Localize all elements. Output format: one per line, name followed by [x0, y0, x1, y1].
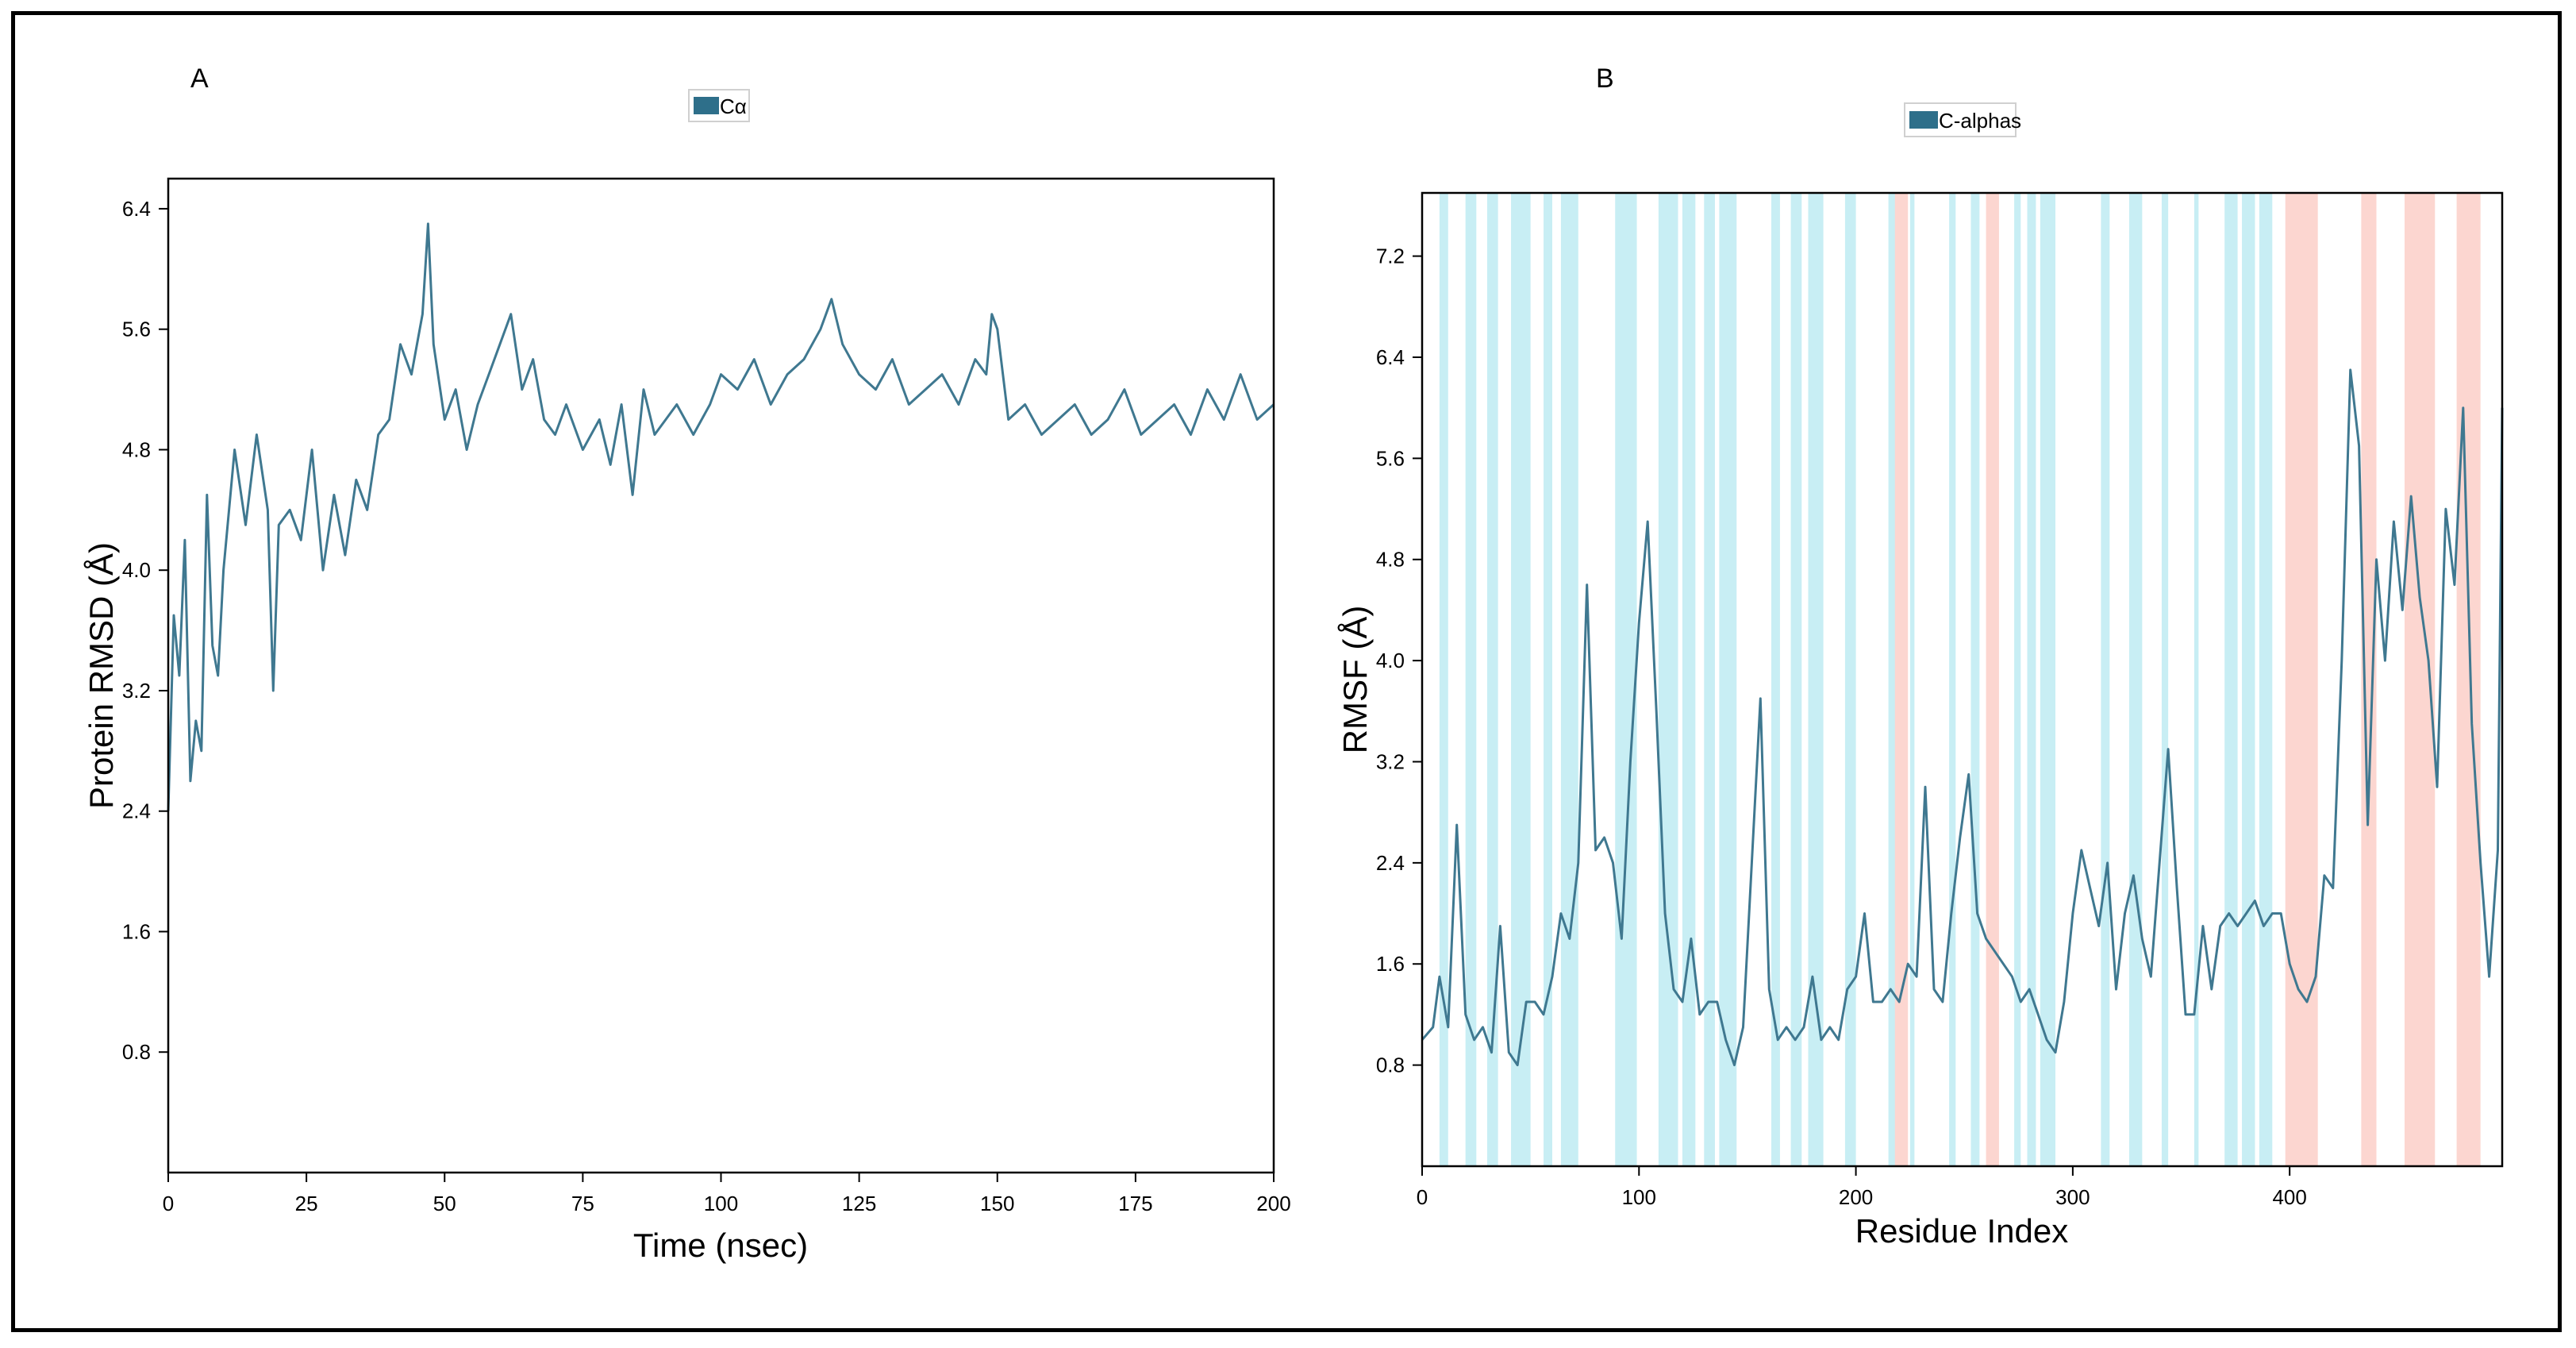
- panel-b-y-tick-label: 4.0: [1376, 649, 1405, 672]
- panel-b-y-tick-label: 2.4: [1376, 851, 1405, 875]
- panel-b-helix-band: [2027, 193, 2036, 1166]
- panel-b-helix-band: [1790, 193, 1802, 1166]
- panel-b-x-axis-title: Residue Index: [1855, 1212, 2069, 1250]
- panel-b-x-tick-label: 200: [1839, 1185, 1873, 1209]
- panel-b-strand-band: [1986, 193, 1999, 1166]
- panel-b-helix-band: [1719, 193, 1737, 1166]
- panel-b-x-axis: 0 100 200 300 400: [1417, 1166, 2307, 1209]
- panel-a-x-tick-label: 175: [1118, 1192, 1152, 1215]
- panel-b-helix-band: [2101, 193, 2110, 1166]
- panel-a-legend-swatch: [694, 97, 719, 114]
- panel-a-plot-frame: [167, 177, 1275, 1174]
- figure-frame: [11, 11, 2562, 1332]
- panel-b-helix-band: [1615, 193, 1637, 1166]
- panel-a-y-tick-label: 0.8: [122, 1040, 151, 1064]
- panel-b-series-line: [1421, 368, 2504, 1067]
- panel-b-helix-band: [1970, 193, 1980, 1166]
- panel-b-helix-band: [2040, 193, 2056, 1166]
- panel-a-label: A: [190, 64, 209, 94]
- panel-b-y-axis-title: RMSF (Å): [1336, 606, 1374, 754]
- panel-b-helix-band: [1949, 193, 1956, 1166]
- panel-b-x-tick-label: 100: [1622, 1185, 1656, 1209]
- panel-a-legend: Cα: [688, 89, 750, 122]
- panel-b-helix-band: [2259, 193, 2273, 1166]
- panel-b-helix-band: [2193, 193, 2199, 1166]
- panel-b-y-axis: 0.8 1.6 2.4 3.2 4.0 4.8 5.6 6.4 7.2: [1376, 245, 1422, 1077]
- panel-a: A Cα 0.8 1.6 2.4 3.2 4.0 4.8 5.6 6.4 0 25 50 75 100…: [83, 64, 1291, 1264]
- panel-a-y-tick-label: 3.2: [122, 679, 151, 703]
- panel-b-y-tick-label: 6.4: [1376, 345, 1405, 369]
- panel-a-x-axis-title: Time (nsec): [633, 1227, 808, 1264]
- panel-b-helix-band: [1808, 193, 1824, 1166]
- panel-b-helix-band: [2161, 193, 2169, 1166]
- panel-b-y-tick-label: 7.2: [1376, 245, 1405, 268]
- panel-b-y-tick-label: 5.6: [1376, 446, 1405, 470]
- panel-a-x-tick-label: 150: [980, 1192, 1014, 1215]
- panel-b-helix-band: [2242, 193, 2255, 1166]
- panel-b-helix-band: [1544, 193, 1552, 1166]
- panel-b-strand-band: [2285, 193, 2318, 1166]
- panel-a-x-axis: 0 25 50 75 100 125 150 175 200: [163, 1173, 1291, 1215]
- panel-a-x-tick-label: 25: [295, 1192, 318, 1215]
- panel-b-legend-swatch: [1909, 111, 1938, 129]
- panel-a-x-tick-label: 75: [571, 1192, 594, 1215]
- panel-a-y-tick-label: 2.4: [122, 799, 151, 823]
- panel-b-series: [1421, 368, 2504, 1067]
- panel-b-helix-band: [1560, 193, 1578, 1166]
- panel-b-y-tick-label: 4.8: [1376, 548, 1405, 572]
- panel-b: B C-alphas 0.8 1.6 2.4 3.2 4.0 4.8 5.6 6.4 7.2 0…: [1336, 64, 2504, 1250]
- panel-b-helix-band: [1658, 193, 1678, 1166]
- panel-b-helix-band: [1439, 193, 1448, 1166]
- panel-b-strand-band: [2456, 193, 2481, 1166]
- panel-a-x-tick-label: 100: [704, 1192, 738, 1215]
- panel-a-y-tick-label: 4.8: [122, 437, 151, 461]
- panel-b-strand-band: [1894, 193, 1909, 1166]
- panel-b-label: B: [1596, 64, 1614, 94]
- panel-a-y-axis-title: Protein RMSD (Å): [83, 542, 120, 809]
- panel-b-helix-band: [1486, 193, 1498, 1166]
- panel-b-x-tick-label: 0: [1417, 1185, 1428, 1209]
- panel-b-strand-band: [2361, 193, 2377, 1166]
- panel-b-helix-band: [1511, 193, 1531, 1166]
- panel-a-series: [167, 222, 1275, 811]
- panel-a-y-tick-label: 6.4: [122, 197, 151, 221]
- panel-b-helix-band: [1909, 193, 1915, 1166]
- panel-b-x-tick-label: 300: [2055, 1185, 2090, 1209]
- panel-b-helix-band: [2128, 193, 2143, 1166]
- panel-a-x-tick-label: 200: [1256, 1192, 1290, 1215]
- panel-b-helix-band: [1704, 193, 1715, 1166]
- panel-b-helix-band: [2014, 193, 2021, 1166]
- panel-a-y-tick-label: 1.6: [122, 919, 151, 943]
- panel-a-y-tick-label: 5.6: [122, 318, 151, 341]
- panel-b-y-tick-label: 3.2: [1376, 749, 1405, 773]
- panel-b-helix-band: [1465, 193, 1477, 1166]
- panel-b-plot-frame: [1421, 191, 2504, 1168]
- panel-b-legend: C-alphas: [1904, 102, 2021, 137]
- panel-b-helix-band: [2224, 193, 2238, 1166]
- panel-b-y-tick-label: 0.8: [1376, 1053, 1405, 1077]
- panel-b-helix-band: [1771, 193, 1780, 1166]
- panel-a-y-tick-label: 4.0: [122, 558, 151, 582]
- panel-a-x-tick-label: 0: [163, 1192, 174, 1215]
- panel-a-x-tick-label: 50: [433, 1192, 456, 1215]
- panel-b-helix-band: [1844, 193, 1856, 1166]
- panel-a-legend-label: Cα: [720, 94, 747, 118]
- panel-a-y-axis: 0.8 1.6 2.4 3.2 4.0 4.8 5.6 6.4: [122, 197, 168, 1064]
- panel-b-helix-band: [1682, 193, 1696, 1166]
- panel-a-x-tick-label: 125: [842, 1192, 876, 1215]
- panel-a-series-line: [167, 222, 1275, 811]
- panel-b-legend-label: C-alphas: [1939, 109, 2021, 133]
- panel-b-secondary-structure-bands: [1439, 193, 2481, 1166]
- panel-b-y-tick-label: 1.6: [1376, 952, 1405, 976]
- panel-b-x-tick-label: 400: [2272, 1185, 2306, 1209]
